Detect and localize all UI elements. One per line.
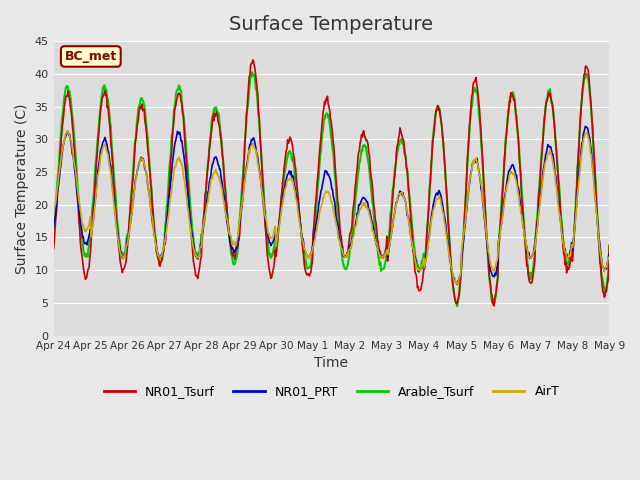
NR01_Tsurf bbox=[115, 245, 123, 251]
Title: Surface Temperature: Surface Temperature bbox=[229, 15, 433, 34]
NR01_Tsurf bbox=[50, 246, 58, 252]
NR01_PRT bbox=[266, 240, 273, 245]
AirT bbox=[116, 246, 124, 252]
NR01_PRT bbox=[453, 282, 461, 288]
AirT bbox=[50, 211, 58, 217]
Arable_Tsurf bbox=[248, 69, 256, 75]
Y-axis label: Surface Temperature (C): Surface Temperature (C) bbox=[15, 103, 29, 274]
NR01_Tsurf bbox=[420, 266, 428, 272]
X-axis label: Time: Time bbox=[314, 356, 348, 370]
AirT bbox=[245, 147, 253, 153]
Arable_Tsurf bbox=[266, 251, 274, 256]
AirT bbox=[452, 281, 460, 287]
AirT bbox=[420, 265, 428, 271]
NR01_PRT bbox=[605, 251, 613, 257]
NR01_PRT bbox=[50, 224, 58, 230]
AirT bbox=[218, 185, 225, 191]
AirT bbox=[605, 255, 613, 261]
NR01_Tsurf bbox=[249, 57, 257, 63]
NR01_PRT bbox=[217, 173, 225, 179]
Line: NR01_PRT: NR01_PRT bbox=[54, 126, 609, 285]
Line: Arable_Tsurf: Arable_Tsurf bbox=[54, 72, 609, 306]
NR01_Tsurf bbox=[490, 303, 498, 309]
Arable_Tsurf bbox=[420, 265, 428, 271]
NR01_PRT bbox=[582, 123, 589, 129]
Arable_Tsurf bbox=[244, 96, 252, 102]
NR01_Tsurf bbox=[217, 137, 225, 143]
AirT bbox=[266, 236, 274, 241]
NR01_Tsurf bbox=[244, 84, 252, 90]
Arable_Tsurf bbox=[605, 243, 613, 249]
NR01_Tsurf bbox=[605, 243, 613, 249]
Arable_Tsurf bbox=[390, 184, 397, 190]
Legend: NR01_Tsurf, NR01_PRT, Arable_Tsurf, AirT: NR01_Tsurf, NR01_PRT, Arable_Tsurf, AirT bbox=[99, 380, 564, 403]
Arable_Tsurf bbox=[453, 303, 461, 309]
AirT bbox=[390, 218, 397, 224]
NR01_Tsurf bbox=[266, 271, 274, 277]
NR01_PRT bbox=[389, 224, 397, 229]
NR01_PRT bbox=[244, 151, 252, 157]
Text: BC_met: BC_met bbox=[65, 50, 117, 63]
Line: NR01_Tsurf: NR01_Tsurf bbox=[54, 60, 609, 306]
NR01_Tsurf bbox=[390, 187, 397, 192]
Arable_Tsurf bbox=[115, 234, 123, 240]
Arable_Tsurf bbox=[50, 230, 58, 236]
Line: AirT: AirT bbox=[54, 131, 609, 284]
AirT bbox=[63, 128, 71, 133]
NR01_PRT bbox=[115, 240, 123, 246]
Arable_Tsurf bbox=[217, 132, 225, 138]
NR01_PRT bbox=[420, 257, 428, 263]
